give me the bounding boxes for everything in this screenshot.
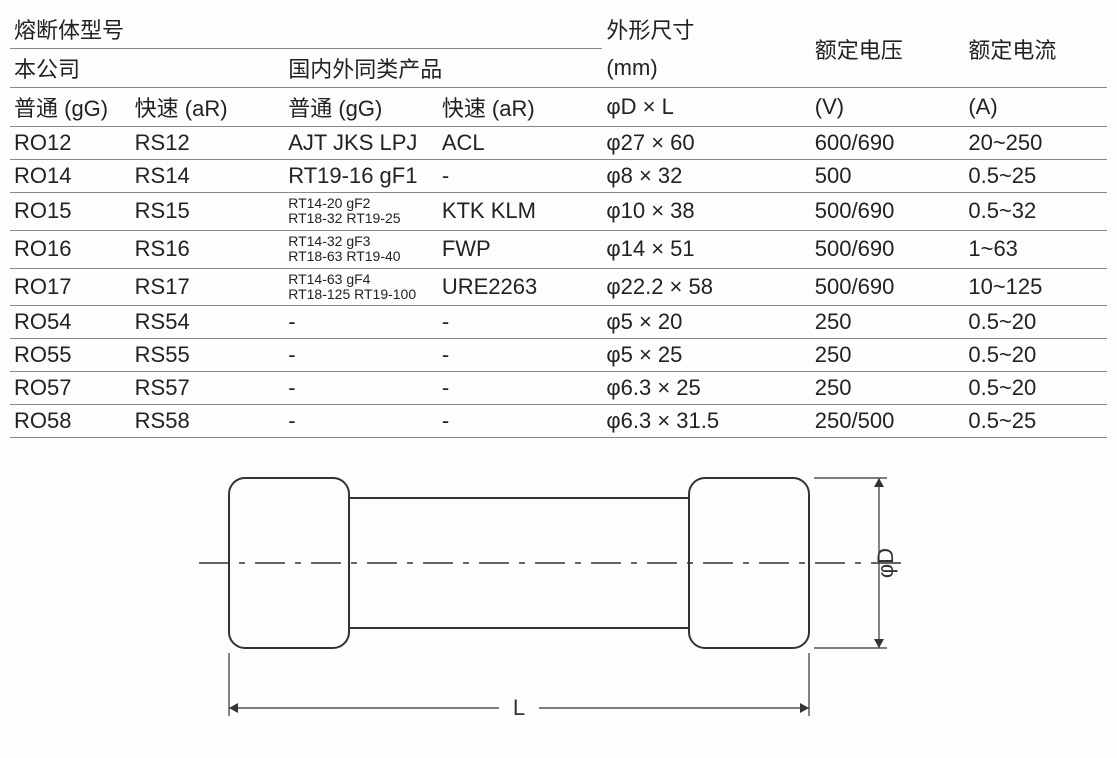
- cell: 1~63: [964, 230, 1107, 268]
- cell: ACL: [438, 127, 603, 160]
- hdr-our-company: 本公司: [10, 49, 284, 88]
- cell: RO57: [10, 372, 131, 405]
- hdr-dgg: 普通 (gG): [284, 88, 438, 127]
- cell: RS14: [131, 160, 285, 193]
- cell: -: [284, 306, 438, 339]
- cell: RS58: [131, 405, 285, 438]
- cell: φ6.3 × 25: [602, 372, 810, 405]
- cell: RS15: [131, 193, 285, 231]
- hdr-dims-unit: (mm): [602, 49, 810, 88]
- cell: -: [438, 160, 603, 193]
- cell: RS17: [131, 268, 285, 306]
- cell: 250: [811, 372, 965, 405]
- cell: 10~125: [964, 268, 1107, 306]
- cell: -: [284, 405, 438, 438]
- cell: 0.5~25: [964, 160, 1107, 193]
- hdr-similar: 国内外同类产品: [284, 49, 602, 88]
- hdr-v: (V): [811, 88, 965, 127]
- hdr-dxl: φD × L: [602, 88, 810, 127]
- cell: 0.5~25: [964, 405, 1107, 438]
- table-row: RO57RS57--φ6.3 × 252500.5~20: [10, 372, 1107, 405]
- hdr-a: (A): [964, 88, 1107, 127]
- cell: URE2263: [438, 268, 603, 306]
- cell: RO12: [10, 127, 131, 160]
- cell: -: [284, 339, 438, 372]
- table-row: RO14RS14RT19-16 gF1-φ8 × 325000.5~25: [10, 160, 1107, 193]
- svg-text:L: L: [512, 695, 524, 720]
- cell: -: [438, 306, 603, 339]
- hdr-dims-group: 外形尺寸: [602, 10, 810, 49]
- cell: FWP: [438, 230, 603, 268]
- table-row: RO55RS55--φ5 × 252500.5~20: [10, 339, 1107, 372]
- cell: RO15: [10, 193, 131, 231]
- table-row: RO16RS16RT14-32 gF3RT18-63 RT19-40FWPφ14…: [10, 230, 1107, 268]
- cell: RO54: [10, 306, 131, 339]
- hdr-dar: 快速 (aR): [438, 88, 603, 127]
- cell: 500/690: [811, 230, 965, 268]
- table-row: RO54RS54--φ5 × 202500.5~20: [10, 306, 1107, 339]
- cell: 0.5~20: [964, 372, 1107, 405]
- cell: RS16: [131, 230, 285, 268]
- cell: φ27 × 60: [602, 127, 810, 160]
- hdr-curr-group: 额定电流: [964, 10, 1107, 88]
- table-row: RO15RS15RT14-20 gF2RT18-32 RT19-25KTK KL…: [10, 193, 1107, 231]
- cell: RS57: [131, 372, 285, 405]
- svg-text:φD: φD: [873, 548, 898, 578]
- cell: RS54: [131, 306, 285, 339]
- cell: RS12: [131, 127, 285, 160]
- cell: RT14-20 gF2RT18-32 RT19-25: [284, 193, 438, 231]
- cell: RO58: [10, 405, 131, 438]
- cell: RS55: [131, 339, 285, 372]
- cell: φ6.3 × 31.5: [602, 405, 810, 438]
- fuse-spec-table: 熔断体型号 外形尺寸 额定电压 额定电流 本公司 国内外同类产品 (mm) 普通…: [10, 10, 1107, 438]
- table-row: RO58RS58--φ6.3 × 31.5250/5000.5~25: [10, 405, 1107, 438]
- cell: 250/500: [811, 405, 965, 438]
- cell: RO16: [10, 230, 131, 268]
- hdr-volt-group: 额定电压: [811, 10, 965, 88]
- cell: φ22.2 × 58: [602, 268, 810, 306]
- cell: -: [284, 372, 438, 405]
- hdr-gg: 普通 (gG): [10, 88, 131, 127]
- table-row: RO12RS12AJT JKS LPJACLφ27 × 60600/69020~…: [10, 127, 1107, 160]
- cell: 250: [811, 306, 965, 339]
- cell: 500: [811, 160, 965, 193]
- cell: 0.5~20: [964, 306, 1107, 339]
- cell: RO17: [10, 268, 131, 306]
- cell: AJT JKS LPJ: [284, 127, 438, 160]
- fuse-diagram: LφD: [10, 438, 1107, 748]
- cell: φ8 × 32: [602, 160, 810, 193]
- cell: 0.5~20: [964, 339, 1107, 372]
- cell: -: [438, 405, 603, 438]
- hdr-ar: 快速 (aR): [131, 88, 285, 127]
- cell: 600/690: [811, 127, 965, 160]
- cell: φ10 × 38: [602, 193, 810, 231]
- cell: RO55: [10, 339, 131, 372]
- cell: 500/690: [811, 268, 965, 306]
- cell: 0.5~32: [964, 193, 1107, 231]
- hdr-model-group: 熔断体型号: [10, 10, 602, 49]
- cell: RT19-16 gF1: [284, 160, 438, 193]
- cell: RT14-63 gF4RT18-125 RT19-100: [284, 268, 438, 306]
- table-row: RO17RS17RT14-63 gF4RT18-125 RT19-100URE2…: [10, 268, 1107, 306]
- cell: RO14: [10, 160, 131, 193]
- cell: 500/690: [811, 193, 965, 231]
- cell: φ5 × 25: [602, 339, 810, 372]
- cell: φ14 × 51: [602, 230, 810, 268]
- cell: -: [438, 372, 603, 405]
- cell: RT14-32 gF3RT18-63 RT19-40: [284, 230, 438, 268]
- cell: KTK KLM: [438, 193, 603, 231]
- cell: 250: [811, 339, 965, 372]
- cell: φ5 × 20: [602, 306, 810, 339]
- cell: -: [438, 339, 603, 372]
- cell: 20~250: [964, 127, 1107, 160]
